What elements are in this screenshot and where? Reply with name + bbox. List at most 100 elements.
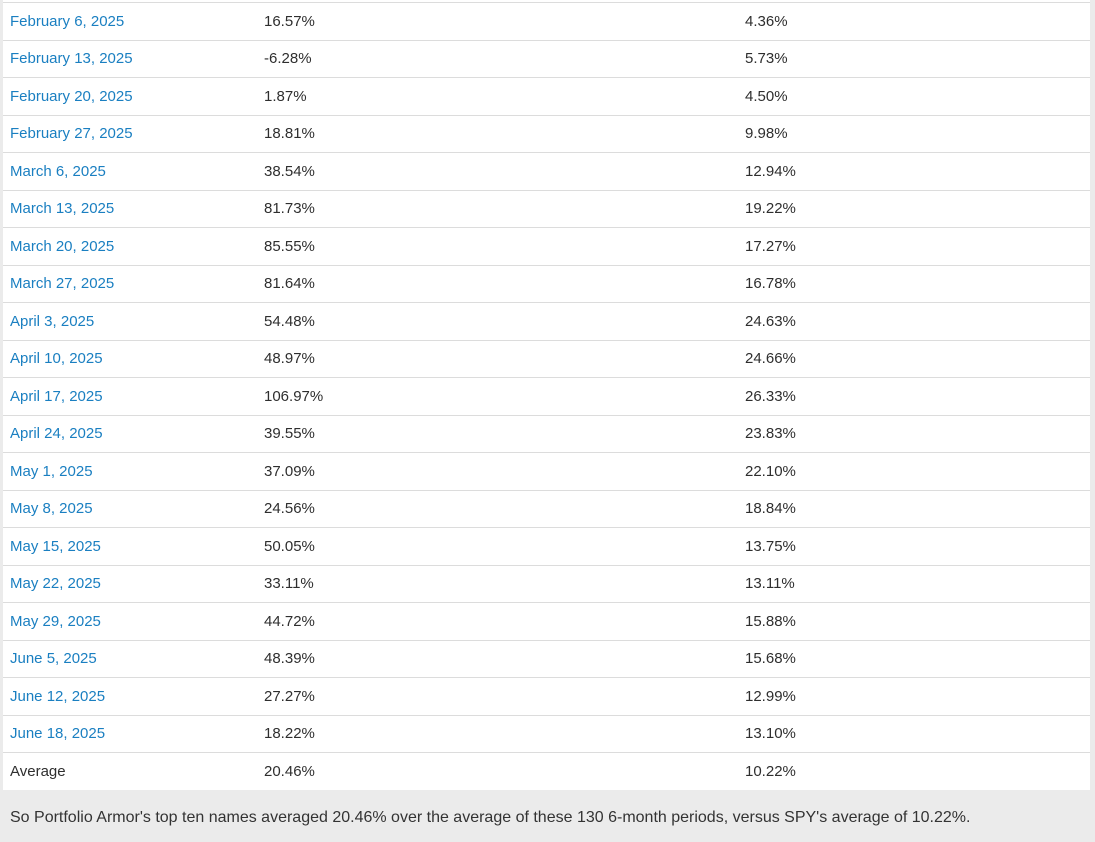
date-link[interactable]: March 13, 2025 [10,200,115,218]
date-link[interactable]: February 27, 2025 [10,125,133,143]
table-row: June 5, 2025 48.39% 15.68% [3,640,1090,678]
date-link[interactable]: April 24, 2025 [10,425,103,443]
table-row: March 27, 2025 81.64% 16.78% [3,265,1090,303]
spy-return-cell: 9.98% [738,115,1090,153]
table-row: May 22, 2025 33.11% 13.11% [3,565,1090,603]
date-cell: April 3, 2025 [3,302,257,341]
date-link[interactable]: June 12, 2025 [10,687,106,705]
top-ten-return-cell: 48.97% [257,340,738,378]
date-cell: March 6, 2025 [3,152,257,191]
top-ten-return-cell: -6.28% [257,40,738,78]
date-link[interactable]: April 3, 2025 [10,312,95,330]
date-cell: May 8, 2025 [3,490,257,528]
date-cell: February 20, 2025 [3,77,257,116]
date-link[interactable]: February 13, 2025 [10,50,133,68]
date-link[interactable]: February 6, 2025 [10,12,125,30]
top-ten-return-cell: 27.27% [257,677,738,716]
top-ten-return-cell: 81.64% [257,265,738,303]
date-link[interactable]: June 5, 2025 [10,650,97,668]
date-link[interactable]: May 29, 2025 [10,612,101,630]
spy-return-cell: 13.75% [738,527,1090,566]
table-row: June 18, 2025 18.22% 13.10% [3,715,1090,753]
top-ten-return-cell: 16.57% [257,2,738,41]
date-link[interactable]: May 15, 2025 [10,537,101,555]
top-ten-return-cell: 48.39% [257,640,738,678]
average-row: Average 20.46% 10.22% [3,752,1090,790]
date-cell: June 18, 2025 [3,715,257,753]
spy-return-cell: 4.50% [738,77,1090,116]
table-row: March 20, 2025 85.55% 17.27% [3,227,1090,266]
table-row: March 6, 2025 38.54% 12.94% [3,152,1090,191]
date-cell: March 13, 2025 [3,190,257,228]
spy-return-cell: 19.22% [738,190,1090,228]
date-cell: May 22, 2025 [3,565,257,603]
spy-return-cell: 26.33% [738,377,1090,416]
date-link[interactable]: February 20, 2025 [10,87,133,105]
date-cell: April 17, 2025 [3,377,257,416]
table-row: February 20, 2025 1.87% 4.50% [3,77,1090,116]
table-row: May 8, 2025 24.56% 18.84% [3,490,1090,528]
table-row: May 1, 2025 37.09% 22.10% [3,452,1090,491]
top-ten-return-cell: 54.48% [257,302,738,341]
date-cell: May 29, 2025 [3,602,257,641]
table-row: May 29, 2025 44.72% 15.88% [3,602,1090,641]
spy-return-cell: 24.63% [738,302,1090,341]
spy-return-cell: 13.10% [738,715,1090,753]
top-ten-return-cell: 50.05% [257,527,738,566]
top-ten-return-cell: 44.72% [257,602,738,641]
spy-return-cell: 17.27% [738,227,1090,266]
top-ten-return-cell: 33.11% [257,565,738,603]
top-ten-return-cell: 38.54% [257,152,738,191]
table-row: April 3, 2025 54.48% 24.63% [3,302,1090,341]
table-row: February 6, 2025 16.57% 4.36% [3,2,1090,41]
date-link[interactable]: April 10, 2025 [10,350,103,368]
spy-return-cell: 12.94% [738,152,1090,191]
date-link[interactable]: March 20, 2025 [10,237,115,255]
date-link[interactable]: April 17, 2025 [10,387,103,405]
date-link[interactable]: June 18, 2025 [10,725,106,743]
table-row: March 13, 2025 81.73% 19.22% [3,190,1090,228]
date-cell: May 1, 2025 [3,452,257,491]
top-ten-return-cell: 37.09% [257,452,738,491]
spy-return-cell: 15.68% [738,640,1090,678]
date-cell: June 5, 2025 [3,640,257,678]
average-label-cell: Average [3,752,257,790]
top-ten-return-cell: 24.56% [257,490,738,528]
table-row: June 12, 2025 27.27% 12.99% [3,677,1090,716]
date-cell: April 10, 2025 [3,340,257,378]
spy-return-cell: 24.66% [738,340,1090,378]
date-cell: April 24, 2025 [3,415,257,453]
spy-return-cell: 12.99% [738,677,1090,716]
spy-return-cell: 5.73% [738,40,1090,78]
date-link[interactable]: May 1, 2025 [10,462,93,480]
spy-return-cell: 22.10% [738,452,1090,491]
summary-paragraph: So Portfolio Armor's top ten names avera… [10,809,971,826]
date-link[interactable]: March 27, 2025 [10,275,115,293]
date-link[interactable]: May 8, 2025 [10,500,93,518]
table-row: February 27, 2025 18.81% 9.98% [3,115,1090,153]
date-cell: June 12, 2025 [3,677,257,716]
spy-return-cell: 4.36% [738,2,1090,41]
spy-return-cell: 13.11% [738,565,1090,603]
average-top-ten-cell: 20.46% [257,752,738,790]
average-spy-cell: 10.22% [738,752,1090,790]
date-cell: February 13, 2025 [3,40,257,78]
top-ten-return-cell: 85.55% [257,227,738,266]
top-ten-return-cell: 18.81% [257,115,738,153]
returns-table: February 6, 2025 16.57% 4.36% February 1… [3,2,1090,790]
date-cell: March 20, 2025 [3,227,257,266]
top-ten-return-cell: 81.73% [257,190,738,228]
date-cell: February 6, 2025 [3,2,257,41]
spy-return-cell: 15.88% [738,602,1090,641]
date-cell: February 27, 2025 [3,115,257,153]
date-link[interactable]: March 6, 2025 [10,162,106,180]
table-row: April 24, 2025 39.55% 23.83% [3,415,1090,453]
article-content: February 6, 2025 16.57% 4.36% February 1… [3,0,1090,790]
returns-table-body: February 6, 2025 16.57% 4.36% February 1… [3,2,1090,790]
date-cell: March 27, 2025 [3,265,257,303]
table-row: February 13, 2025 -6.28% 5.73% [3,40,1090,78]
top-ten-return-cell: 39.55% [257,415,738,453]
date-link[interactable]: May 22, 2025 [10,575,101,593]
spy-return-cell: 18.84% [738,490,1090,528]
table-row: April 10, 2025 48.97% 24.66% [3,340,1090,378]
